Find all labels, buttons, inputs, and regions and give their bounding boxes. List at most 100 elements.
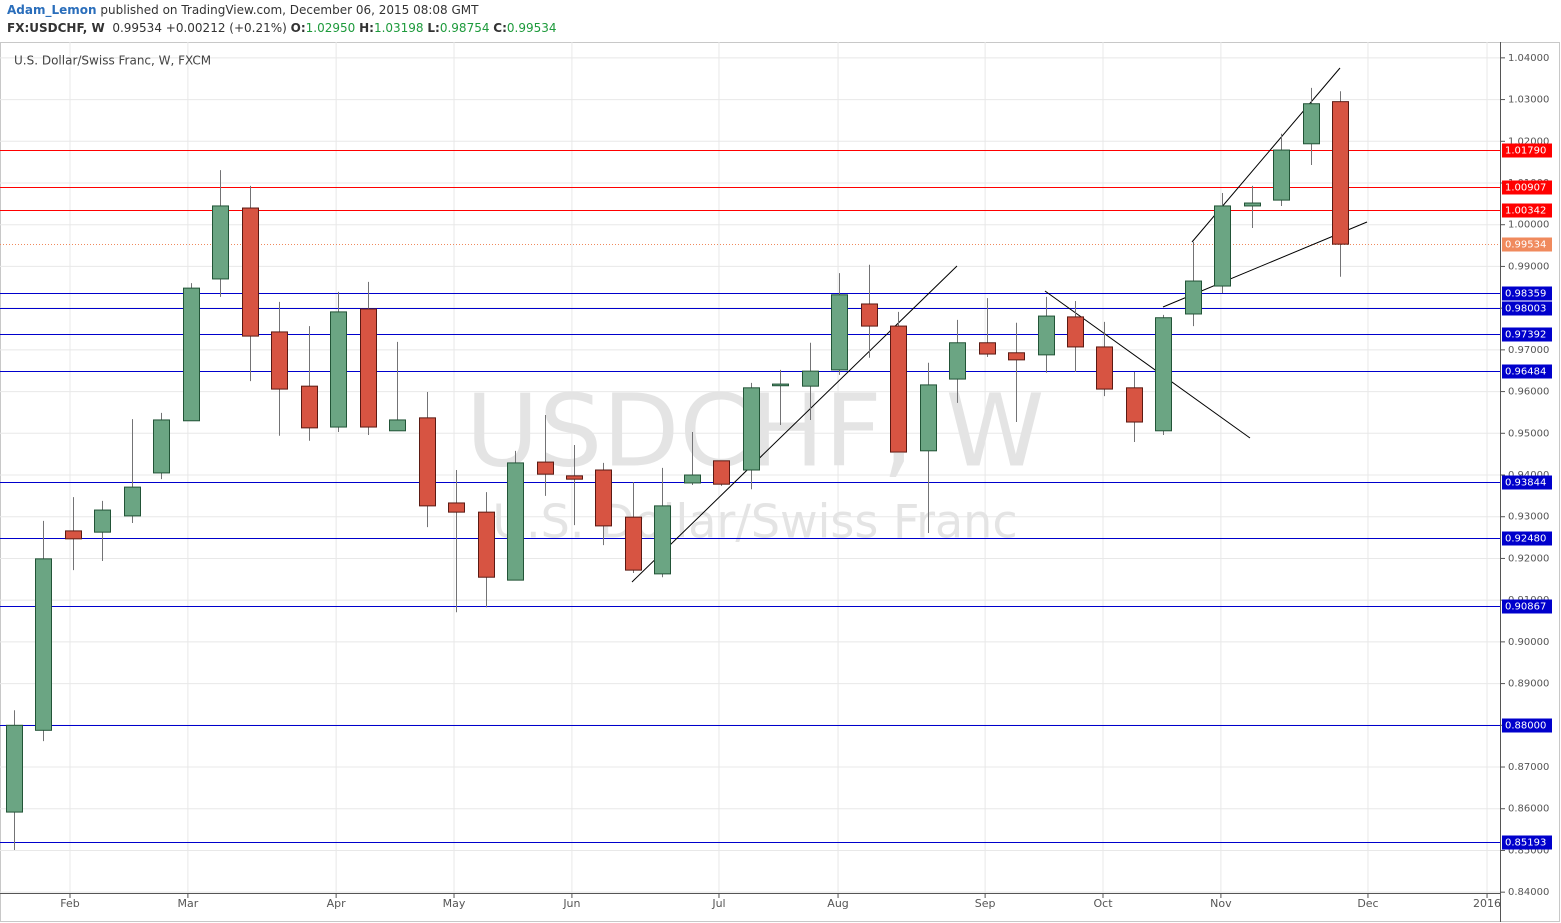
candle-body [1185, 280, 1202, 315]
candle-body [684, 474, 701, 484]
candle-body [507, 462, 524, 581]
y-tick-label: 1.00000 [1508, 220, 1549, 231]
level-label-bg [1502, 531, 1552, 546]
candle-body [537, 461, 554, 475]
level-label-bg [1502, 364, 1552, 379]
candle-body [183, 287, 200, 422]
y-tick-label: 0.92000 [1508, 553, 1549, 564]
candle-body [713, 460, 730, 485]
candle-body [1332, 101, 1349, 245]
axes: 0.84000 0.85000 0.86000 0.87000 0.88000 0.890… [60, 53, 1552, 910]
candle-body [566, 475, 583, 480]
level-label-bg [1502, 301, 1552, 316]
candle-body [890, 325, 907, 453]
header-line: Adam_Lemon published on TradingView.com,… [7, 3, 478, 17]
level-label-bg [1502, 475, 1552, 490]
x-tick-label: Feb [60, 897, 79, 910]
candle-body [979, 342, 996, 355]
level-label: 0.97392 [1505, 330, 1546, 341]
level-label: 1.00907 [1505, 183, 1546, 194]
candle-body [330, 311, 347, 428]
candle-body [1155, 317, 1172, 432]
level-label: 1.01790 [1505, 146, 1546, 157]
x-tick-label: 2016 [1473, 897, 1501, 910]
y-tick-label: 0.96000 [1508, 387, 1549, 398]
candle-body [124, 486, 141, 517]
candle-body [271, 331, 288, 390]
level-label-bg [1502, 143, 1552, 158]
level-label: 0.85193 [1505, 838, 1546, 849]
c-label: C: [493, 21, 507, 35]
x-tick-label: Nov [1210, 897, 1232, 910]
level-label-bg [1502, 327, 1552, 342]
last: 0.99534 [112, 21, 162, 35]
candle-body [153, 419, 170, 474]
level-label-bg [1502, 237, 1552, 252]
x-tick-label: Aug [827, 897, 848, 910]
candle-body [1244, 202, 1261, 207]
change: +0.00212 (+0.21%) [165, 21, 287, 35]
candles [6, 87, 1349, 851]
candle-body [94, 509, 111, 533]
y-tick-label: 0.95000 [1508, 428, 1549, 439]
l-label: L: [427, 21, 440, 35]
y-tick-label: 1.03000 [1508, 95, 1549, 106]
candle-body [595, 469, 612, 527]
y-tick-label: 1.04000 [1508, 53, 1549, 64]
chart-title: U.S. Dollar/Swiss Franc, W, FXCM [14, 54, 211, 68]
level-label-bg [1502, 835, 1552, 850]
candle-body [212, 205, 229, 280]
c: 0.99534 [506, 21, 557, 35]
level-label: 0.90867 [1505, 602, 1546, 613]
candle-body [654, 505, 671, 575]
y-tick-label: 0.84000 [1508, 887, 1549, 898]
x-tick-label: Dec [1357, 897, 1378, 910]
candle-body [625, 516, 642, 571]
candle-body [772, 383, 789, 387]
candle-body [419, 417, 436, 507]
x-tick-label: Jul [711, 897, 725, 910]
level-label-bg [1502, 286, 1552, 301]
candle-body [360, 308, 377, 428]
x-tick-label: Jun [562, 897, 580, 910]
h: 1.03198 [373, 21, 424, 35]
x-tick-label: May [443, 897, 466, 910]
trend-line [631, 265, 958, 583]
level-label-bg [1502, 203, 1552, 218]
level-label: 1.00342 [1505, 206, 1546, 217]
y-tick-label: 0.93000 [1508, 512, 1549, 523]
level-label: 0.99534 [1505, 240, 1546, 251]
candle-body [949, 342, 966, 380]
y-tick-label: 0.97000 [1508, 345, 1549, 356]
candle-body [242, 207, 259, 337]
level-label-bg [1502, 599, 1552, 614]
h-label: H: [359, 21, 374, 35]
o-label: O: [290, 21, 306, 35]
symbol: FX:USDCHF, W [7, 21, 105, 35]
level-label: 0.88000 [1505, 721, 1546, 732]
candle-body [65, 530, 82, 540]
y-tick-label: 1.02000 [1508, 136, 1549, 147]
y-tick-label: 0.85000 [1508, 845, 1549, 856]
level-label: 0.98359 [1505, 289, 1546, 300]
candle-body [743, 387, 760, 471]
candle-body [1008, 352, 1025, 361]
watermark-subtitle: U.S. Dollar/Swiss Franc [492, 495, 1017, 549]
l: 0.98754 [439, 21, 490, 35]
candle-body [1096, 346, 1113, 390]
candle-body [301, 385, 318, 429]
header: Adam_Lemon published on TradingView.com,… [0, 0, 1561, 40]
symbol-line: FX:USDCHF, W 0.99534 +0.00212 (+0.21%) O… [7, 21, 557, 35]
level-label: 0.96484 [1505, 367, 1546, 378]
candle-body [389, 419, 406, 432]
candle-body [1273, 149, 1290, 201]
y-tick-label: 0.86000 [1508, 804, 1549, 815]
candle-body [802, 370, 819, 387]
candle-body [478, 511, 495, 578]
candle-body [1126, 387, 1143, 423]
candle-body [1214, 205, 1231, 287]
author-link[interactable]: Adam_Lemon [7, 3, 97, 17]
candle-body [35, 558, 52, 731]
